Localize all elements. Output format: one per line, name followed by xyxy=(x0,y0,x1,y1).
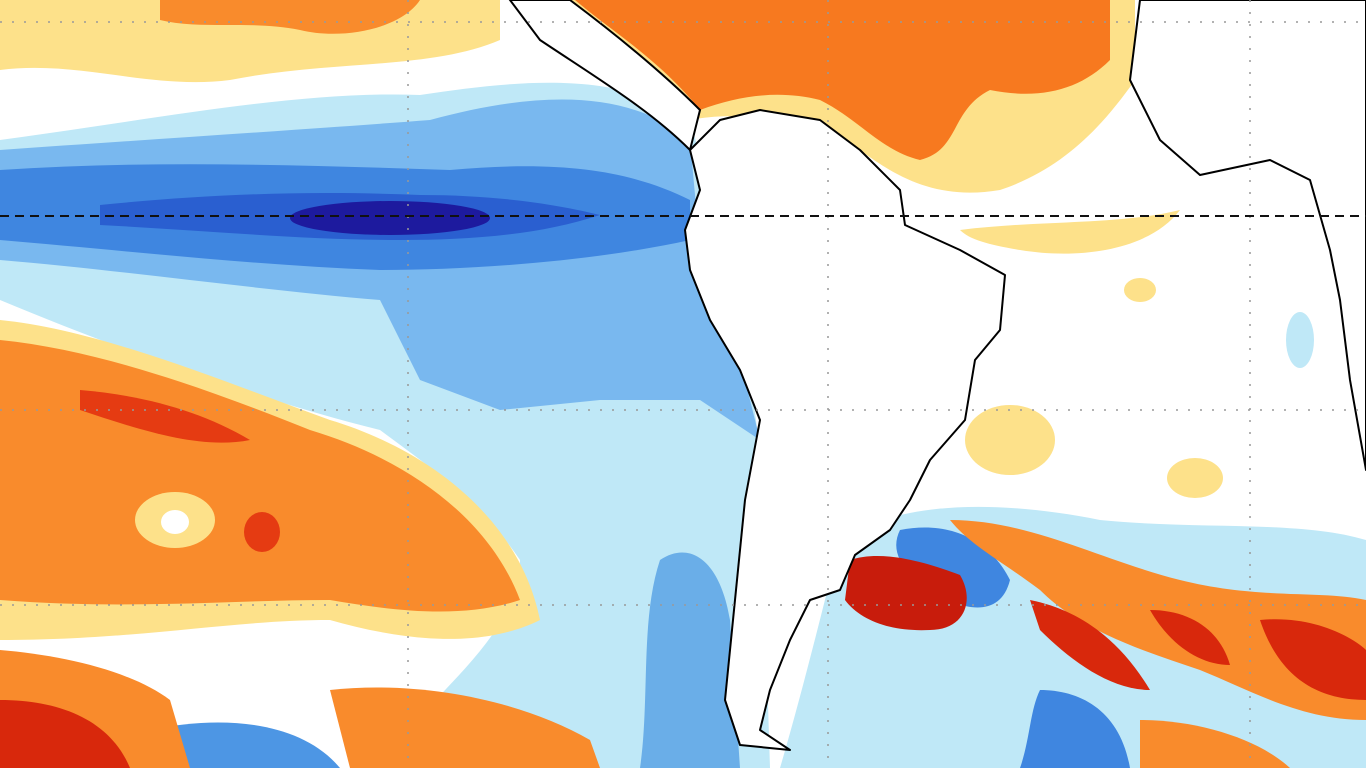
land-south-america xyxy=(684,109,1006,751)
warm-anomaly-core xyxy=(244,512,280,552)
land-central-america xyxy=(508,0,702,152)
warm-anomaly xyxy=(1167,458,1223,498)
warm-anomaly-core xyxy=(845,555,967,631)
cold-anomaly-core xyxy=(290,201,490,235)
cold-anomaly xyxy=(1286,312,1314,368)
warm-anomaly xyxy=(160,0,420,34)
warm-anomaly xyxy=(965,405,1055,475)
cold-anomaly xyxy=(1020,690,1130,768)
warm-anomaly xyxy=(1124,278,1156,302)
warm-anomaly-core xyxy=(1030,600,1150,690)
cold-anomaly xyxy=(150,722,340,768)
warm-anomaly xyxy=(1140,720,1290,768)
warm-anomaly xyxy=(330,687,600,768)
warm-anomaly-core xyxy=(1260,619,1366,700)
warm-anomaly-core xyxy=(1150,610,1230,665)
warm-anomaly xyxy=(575,0,1110,160)
cold-anomaly xyxy=(640,552,740,768)
warm-anomaly-core xyxy=(0,700,130,768)
neutral-patch xyxy=(161,510,189,534)
warm-anomaly-core xyxy=(80,390,250,443)
warm-anomaly xyxy=(960,210,1180,254)
